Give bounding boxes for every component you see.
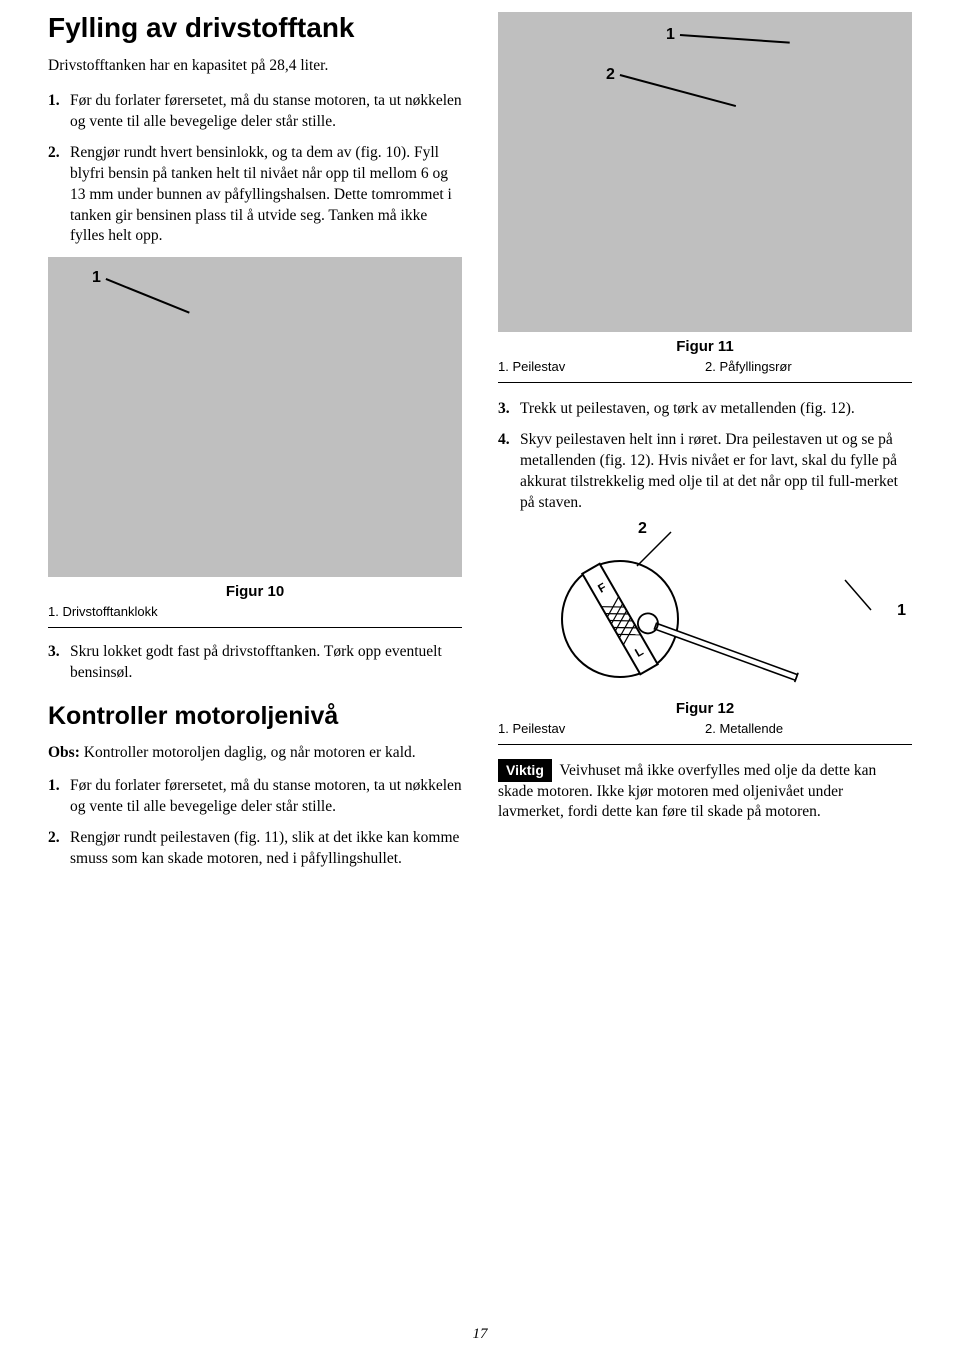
figure-11-leader-1 bbox=[680, 34, 790, 43]
oil-obs: Obs: Kontroller motoroljen daglig, og nå… bbox=[48, 743, 462, 764]
figure-12-callout-1: 1 bbox=[897, 602, 906, 620]
step-item: Rengjør rundt peilestaven (fig. 11), sli… bbox=[48, 828, 462, 870]
heading-fuel-fill: Fylling av drivstofftank bbox=[48, 12, 462, 44]
viktig-label: Viktig bbox=[498, 759, 552, 782]
page-number: 17 bbox=[0, 1326, 960, 1343]
viktig-paragraph: Viktig Veivhuset må ikke overfylles med … bbox=[498, 759, 912, 824]
step-item: Før du forlater førersetet, må du stanse… bbox=[48, 91, 462, 133]
oil-steps-d: Trekk ut peilestaven, og tørk av metalle… bbox=[498, 399, 912, 514]
figure-12-callout-2: 2 bbox=[638, 520, 647, 538]
heading-oil-check: Kontroller motoroljenivå bbox=[48, 702, 462, 731]
figure-10-image: 1 bbox=[48, 257, 462, 577]
left-column: Fylling av drivstofftank Drivstofftanken… bbox=[48, 12, 462, 880]
figure-12-legend: 1. Peilestav 2. Metallende bbox=[498, 721, 912, 736]
figure-11-caption: Figur 11 bbox=[498, 338, 912, 355]
obs-label: Obs: bbox=[48, 744, 80, 761]
right-column: 1 2 Figur 11 1. Peilestav 2. Påfyllingsr… bbox=[498, 12, 912, 880]
figure-11-legend-2: 2. Påfyllingsrør bbox=[705, 359, 912, 374]
figure-11-rule bbox=[498, 382, 912, 383]
figure-12-rule bbox=[498, 744, 912, 745]
oil-steps-c: Før du forlater førersetet, må du stanse… bbox=[48, 776, 462, 870]
figure-12-caption: Figur 12 bbox=[498, 700, 912, 717]
figure-11-legend: 1. Peilestav 2. Påfyllingsrør bbox=[498, 359, 912, 374]
figure-11-leader-2 bbox=[620, 74, 736, 107]
fuel-intro: Drivstofftanken har en kapasitet på 28,4… bbox=[48, 56, 462, 77]
figure-10-rule bbox=[48, 627, 462, 628]
step-item: Skyv peilestaven helt inn i røret. Dra p… bbox=[498, 430, 912, 514]
figure-11-legend-1: 1. Peilestav bbox=[498, 359, 705, 374]
step-item: Trekk ut peilestaven, og tørk av metalle… bbox=[498, 399, 912, 420]
figure-10-leader-line bbox=[106, 278, 190, 313]
figure-12-svg: F L bbox=[525, 524, 885, 694]
figure-10-caption: Figur 10 bbox=[48, 583, 462, 600]
step-item: Rengjør rundt hvert bensinlokk, og ta de… bbox=[48, 143, 462, 248]
figure-10-callout-1: 1 bbox=[92, 269, 101, 287]
figure-12-legend-2: 2. Metallende bbox=[705, 721, 912, 736]
viktig-text: Veivhuset må ikke overfylles med olje da… bbox=[498, 762, 876, 821]
figure-10-legend: 1. Drivstofftanklokk bbox=[48, 604, 462, 619]
figure-11-image: 1 2 bbox=[498, 12, 912, 332]
figure-12-container: 2 1 F bbox=[498, 524, 912, 694]
figure-12-legend-1: 1. Peilestav bbox=[498, 721, 705, 736]
step-item: Før du forlater førersetet, må du stanse… bbox=[48, 776, 462, 818]
obs-text: Kontroller motoroljen daglig, og når mot… bbox=[80, 744, 416, 761]
figure-11-callout-2: 2 bbox=[606, 66, 615, 84]
fuel-steps-b: Skru lokket godt fast på drivstofftanken… bbox=[48, 642, 462, 684]
fuel-steps-a: Før du forlater førersetet, må du stanse… bbox=[48, 91, 462, 247]
step-item: Skru lokket godt fast på drivstofftanken… bbox=[48, 642, 462, 684]
figure-11-callout-1: 1 bbox=[666, 26, 675, 44]
